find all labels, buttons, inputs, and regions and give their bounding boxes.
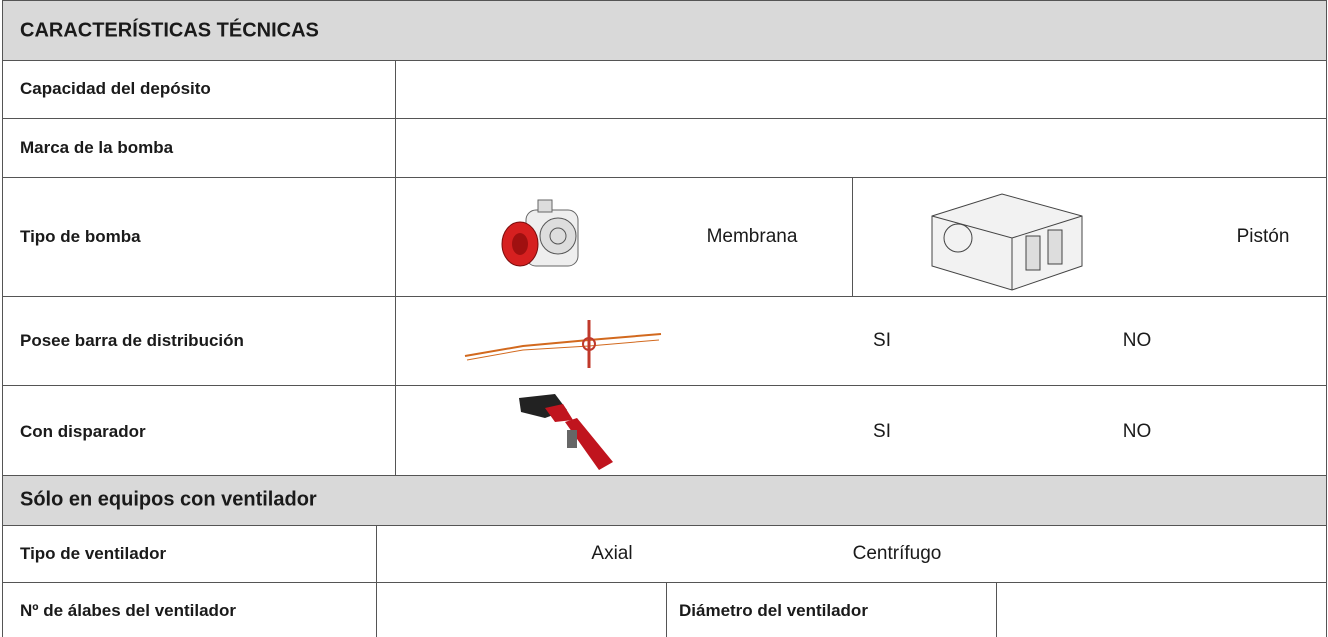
rule [2, 60, 1327, 61]
rule [2, 385, 1327, 386]
rule [2, 525, 1327, 526]
row-label: Tipo de bomba [20, 227, 141, 246]
section-title: Sólo en equipos con ventilador [20, 488, 317, 511]
rule [2, 475, 1327, 476]
membrane-pump-icon [501, 199, 579, 267]
row-label: Marca de la bomba [20, 138, 174, 157]
rule [395, 60, 396, 475]
row-label: Tipo de ventilador [20, 544, 167, 563]
row-label: Nº de álabes del ventilador [20, 601, 236, 620]
option: Axial [591, 543, 633, 564]
row-label: Capacidad del depósito [20, 79, 211, 98]
rule [2, 296, 1327, 297]
row-label: Diámetro del ventilador [679, 601, 868, 620]
rule [2, 582, 1327, 583]
rule [852, 177, 853, 296]
rule [2, 177, 1327, 178]
option: SI [873, 421, 891, 442]
trigger-gun-icon [519, 394, 613, 470]
boom-icon [464, 320, 662, 368]
rule [1326, 0, 1327, 637]
section-bg [2, 475, 1326, 525]
option: NO [1122, 421, 1152, 442]
form-title: CARACTERÍSTICAS TÉCNICAS [20, 19, 319, 42]
row-label: Con disparador [20, 422, 146, 441]
rule [2, 0, 1327, 1]
header-bg [2, 0, 1326, 60]
option: Centrífugo [852, 543, 942, 564]
rule [376, 525, 377, 637]
option: Pistón [1236, 226, 1290, 247]
piston-pump-icon [931, 193, 1083, 291]
option: Membrana [706, 226, 798, 247]
rule [2, 0, 3, 637]
row-label: Posee barra de distribución [20, 331, 244, 350]
rule [2, 118, 1327, 119]
option: SI [873, 330, 891, 351]
rule [666, 582, 667, 637]
rule [996, 582, 997, 637]
option: NO [1122, 330, 1152, 351]
